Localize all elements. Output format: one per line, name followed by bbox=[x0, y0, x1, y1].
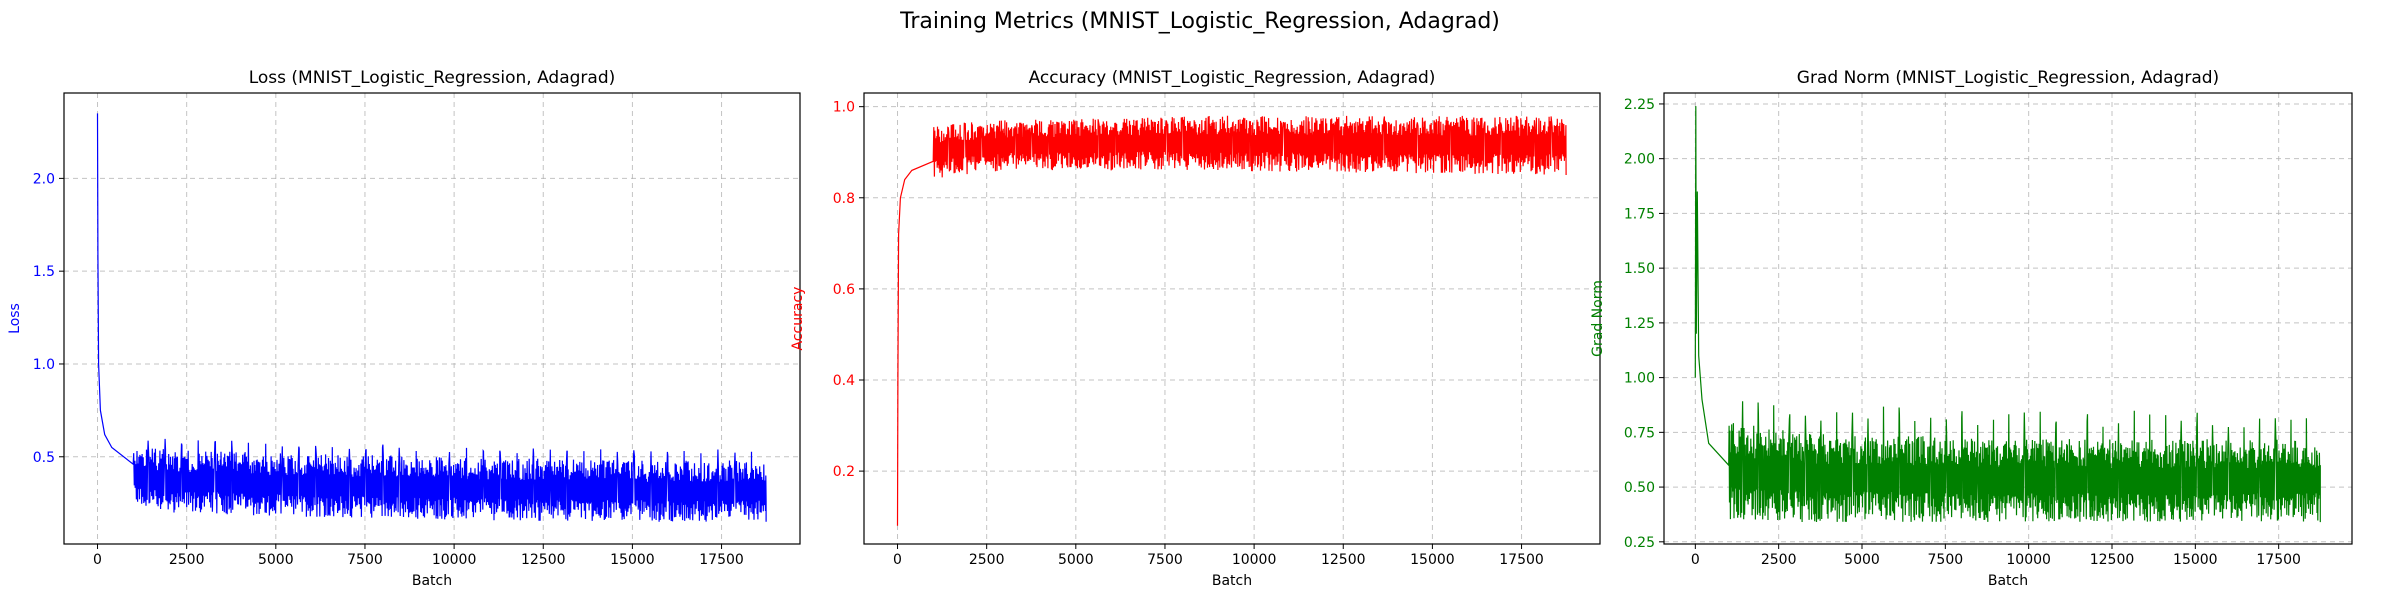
grad-norm-chart: 0 2500 5000 7500 10000 12500 15000 17500 0.25 0.5… bbox=[1590, 68, 2353, 589]
x-tick-label: 17500 bbox=[699, 552, 744, 568]
x-tick-label: 7500 bbox=[1928, 552, 1964, 568]
y-tick-label: 0.4 bbox=[833, 373, 855, 389]
y-tick-label: 1.0 bbox=[33, 357, 55, 373]
loss-x-axis-label: Batch bbox=[412, 573, 452, 589]
figure-title: Training Metrics (MNIST_Logistic_Regress… bbox=[899, 9, 1500, 34]
accuracy-gridlines bbox=[864, 93, 1600, 544]
x-tick-label: 7500 bbox=[347, 552, 383, 568]
x-tick-label: 10000 bbox=[432, 552, 477, 568]
loss-axes-frame bbox=[63, 92, 801, 545]
accuracy-chart: 0 2500 5000 7500 10000 12500 15000 17500 0.2 0.4 0… bbox=[790, 68, 1601, 589]
x-tick-label: 7500 bbox=[1147, 552, 1183, 568]
y-tick-label: 0.75 bbox=[1624, 425, 1655, 441]
y-tick-label: 0.2 bbox=[833, 464, 855, 480]
grad-norm-title: Grad Norm (MNIST_Logistic_Regression, Ad… bbox=[1797, 68, 2219, 88]
x-tick-label: 12500 bbox=[2090, 552, 2135, 568]
x-tick-label: 15000 bbox=[2173, 552, 2218, 568]
x-tick-label: 2500 bbox=[969, 552, 1005, 568]
x-tick-label: 17500 bbox=[1499, 552, 1544, 568]
y-tick-label: 0.25 bbox=[1624, 535, 1655, 551]
accuracy-series-line bbox=[896, 115, 1567, 526]
y-tick-label: 1.25 bbox=[1624, 316, 1655, 332]
accuracy-y-axis-label: Accuracy bbox=[790, 287, 806, 351]
y-tick-label: 1.75 bbox=[1624, 206, 1655, 222]
x-tick-label: 0 bbox=[893, 552, 902, 568]
grad-norm-gridlines bbox=[1664, 93, 2352, 544]
x-tick-label: 10000 bbox=[1232, 552, 1277, 568]
loss-title: Loss (MNIST_Logistic_Regression, Adagrad… bbox=[249, 68, 616, 88]
y-tick-label: 0.50 bbox=[1624, 480, 1655, 496]
x-tick-label: 15000 bbox=[1410, 552, 1455, 568]
grad-norm-series-line bbox=[1694, 106, 2321, 523]
loss-y-axis-label: Loss bbox=[7, 303, 23, 334]
y-tick-label: 0.5 bbox=[33, 450, 55, 466]
y-tick-label: 1.5 bbox=[33, 264, 55, 280]
grad-norm-axes-frame bbox=[1663, 92, 2353, 545]
accuracy-title: Accuracy (MNIST_Logistic_Regression, Ada… bbox=[1029, 68, 1436, 88]
loss-gridlines bbox=[64, 93, 800, 544]
x-tick-label: 12500 bbox=[521, 552, 566, 568]
grad-norm-x-axis-label: Batch bbox=[1988, 573, 2028, 589]
x-tick-label: 0 bbox=[93, 552, 102, 568]
accuracy-axes-frame bbox=[863, 92, 1601, 545]
x-tick-label: 0 bbox=[1691, 552, 1700, 568]
x-tick-label: 17500 bbox=[2256, 552, 2301, 568]
y-tick-label: 2.25 bbox=[1624, 97, 1655, 113]
loss-series-line bbox=[96, 113, 767, 522]
y-tick-label: 1.0 bbox=[833, 100, 855, 116]
y-tick-label: 2.0 bbox=[33, 171, 55, 187]
x-tick-label: 5000 bbox=[258, 552, 294, 568]
x-tick-label: 10000 bbox=[2006, 552, 2051, 568]
x-tick-label: 12500 bbox=[1321, 552, 1366, 568]
y-tick-label: 0.6 bbox=[833, 282, 855, 298]
y-tick-label: 0.8 bbox=[833, 191, 855, 207]
y-tick-label: 2.00 bbox=[1624, 152, 1655, 168]
x-tick-label: 5000 bbox=[1058, 552, 1094, 568]
grad-norm-y-axis-label: Grad Norm bbox=[1590, 280, 1606, 357]
x-tick-label: 5000 bbox=[1844, 552, 1880, 568]
x-tick-label: 2500 bbox=[169, 552, 205, 568]
x-tick-label: 2500 bbox=[1761, 552, 1797, 568]
y-tick-label: 1.50 bbox=[1624, 261, 1655, 277]
y-tick-label: 1.00 bbox=[1624, 371, 1655, 387]
loss-chart: 0 2500 5000 7500 10000 12500 15000 17500 0.5 1.0 1… bbox=[7, 68, 801, 589]
x-tick-label: 15000 bbox=[610, 552, 655, 568]
accuracy-x-axis-label: Batch bbox=[1212, 573, 1252, 589]
